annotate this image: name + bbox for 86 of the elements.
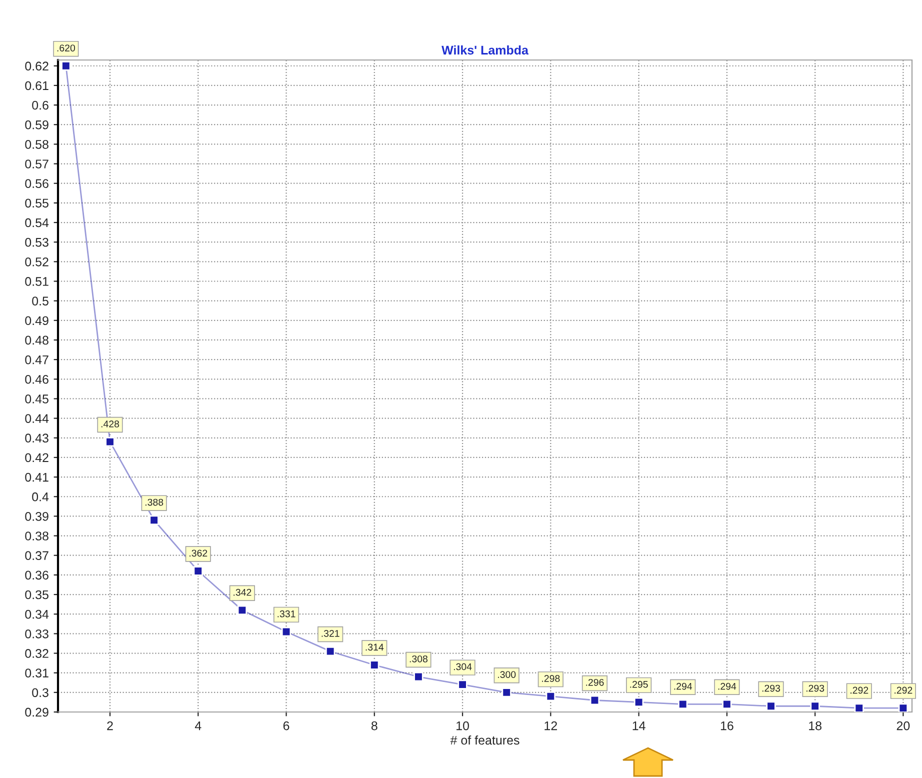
y-tick-label: 0.62 xyxy=(25,62,48,71)
point xyxy=(370,660,380,670)
y-tick-label: 0.47 xyxy=(25,355,48,364)
point xyxy=(722,699,732,710)
x-tick-label: 12 xyxy=(544,721,557,730)
y-tick-label: 0.49 xyxy=(25,316,48,326)
x-axis-title: # of features xyxy=(450,735,520,745)
data-label: .293 xyxy=(806,684,824,692)
chart-title: Wilks' Lambda xyxy=(442,45,529,55)
point xyxy=(193,566,203,576)
data-label: .388 xyxy=(145,498,164,506)
point xyxy=(678,699,688,710)
data-label: .296 xyxy=(586,678,604,686)
y-tick-label: 0.61 xyxy=(25,81,48,90)
data-label: .292 xyxy=(850,686,868,694)
y-tick-label: 0.41 xyxy=(25,472,48,482)
y-tick-label: 0.54 xyxy=(25,218,49,228)
y-tick-label: 0.59 xyxy=(25,120,48,130)
y-tick-label: 0.51 xyxy=(25,277,48,286)
point xyxy=(546,691,556,702)
point xyxy=(810,701,820,711)
point xyxy=(281,626,292,637)
data-label: .292 xyxy=(894,686,912,694)
y-tick-label: 0.35 xyxy=(25,590,48,600)
data-label: .362 xyxy=(190,550,208,557)
y-tick-label: 0.36 xyxy=(25,570,48,580)
y-tick-label: 0.31 xyxy=(25,668,48,678)
data-label: .308 xyxy=(410,655,428,662)
y-tick-label: 0.55 xyxy=(25,198,48,208)
point xyxy=(854,703,864,712)
point xyxy=(105,436,115,447)
y-tick-label: 0.44 xyxy=(25,414,49,423)
point xyxy=(149,515,159,525)
data-label: .294 xyxy=(674,682,692,690)
x-tick-label: 14 xyxy=(632,721,646,730)
y-tick-label: 0.56 xyxy=(25,179,48,188)
point xyxy=(766,701,776,711)
point xyxy=(237,605,248,616)
y-tick-label: 0.32 xyxy=(25,649,48,658)
point xyxy=(414,672,424,682)
data-label: .294 xyxy=(718,682,736,690)
x-tick-label: 6 xyxy=(283,721,290,730)
y-tick-label: 0.4 xyxy=(32,492,49,502)
data-label: .314 xyxy=(366,644,384,651)
point xyxy=(898,703,908,712)
y-tick-label: 0.52 xyxy=(25,257,48,266)
y-tick-label: 0.43 xyxy=(25,434,48,443)
y-tick-label: 0.53 xyxy=(25,238,48,247)
data-label: .304 xyxy=(454,663,472,670)
y-tick-label: 0.34 xyxy=(25,610,49,619)
y-tick-label: 0.38 xyxy=(25,532,48,540)
y-tick-label: 0.58 xyxy=(25,140,48,149)
y-tick-label: 0.5 xyxy=(32,296,48,306)
y-tick-label: 0.3 xyxy=(32,688,48,698)
data-label: .298 xyxy=(542,675,560,682)
x-tick-label: 18 xyxy=(809,721,822,730)
point xyxy=(325,646,336,656)
y-tick-label: 0.46 xyxy=(25,374,48,384)
y-tick-label: 0.42 xyxy=(25,453,48,462)
data-label: .331 xyxy=(278,610,296,618)
y-tick-label: 0.6 xyxy=(32,100,48,110)
point xyxy=(502,688,512,698)
data-label: .295 xyxy=(630,680,648,688)
x-tick-label: 16 xyxy=(720,721,734,730)
y-tick-label: 0.37 xyxy=(25,551,48,560)
data-label: .342 xyxy=(234,588,252,596)
x-tick-label: 20 xyxy=(896,721,910,730)
y-tick-label: 0.39 xyxy=(25,512,48,521)
x-tick-label: 2 xyxy=(107,721,113,730)
point xyxy=(634,697,644,708)
data-label: .293 xyxy=(762,684,780,692)
point xyxy=(61,61,71,71)
y-tick-label: 0.29 xyxy=(25,708,48,717)
x-tick-label: 10 xyxy=(456,721,469,730)
point xyxy=(458,680,468,690)
x-tick-label: 8 xyxy=(371,721,378,730)
y-tick-label: 0.48 xyxy=(25,336,48,345)
data-label: .300 xyxy=(498,671,516,678)
x-tick-label: 4 xyxy=(194,721,202,730)
y-tick-label: 0.45 xyxy=(25,394,48,404)
y-tick-label: 0.57 xyxy=(25,160,48,168)
data-label: .321 xyxy=(322,630,340,637)
data-label: .620 xyxy=(57,44,76,52)
point xyxy=(590,695,600,706)
data-label: .428 xyxy=(101,420,120,428)
y-tick-label: 0.33 xyxy=(25,629,48,638)
